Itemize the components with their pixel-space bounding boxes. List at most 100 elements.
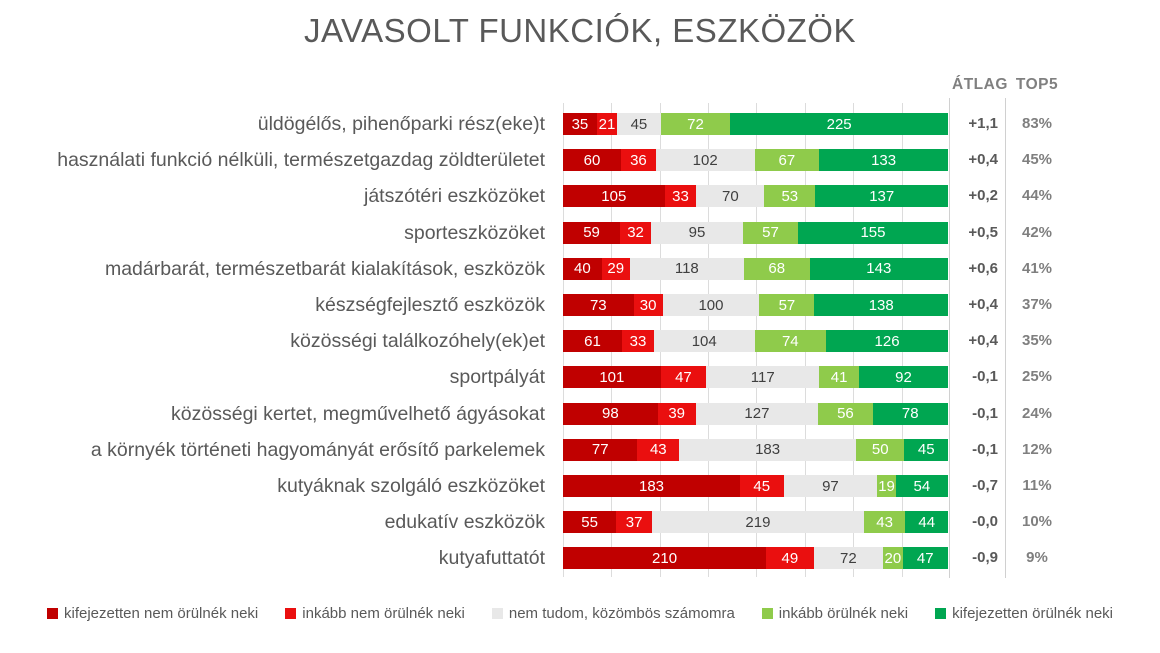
avg-value: -0,1 bbox=[972, 440, 998, 458]
legend-swatch-icon bbox=[46, 608, 58, 619]
bar-segment-strong_no: 59 bbox=[563, 221, 621, 244]
legend-item: kifejezetten nem örülnék neki bbox=[46, 605, 258, 622]
bar-segment-rather_yes: 20 bbox=[883, 547, 903, 570]
category-label: madárbarát, természetbarát kialakítások,… bbox=[104, 257, 545, 280]
legend-item: inkább nem örülnék neki bbox=[285, 605, 465, 622]
category-label: a környék történeti hagyományát erősítő … bbox=[90, 438, 545, 461]
legend-label: inkább örülnék neki bbox=[778, 605, 909, 622]
bar-segment-strong_no: 60 bbox=[563, 149, 622, 172]
table-row: madárbarát, természetbarát kialakítások,… bbox=[0, 251, 1160, 287]
bar-segment-rather_no: 32 bbox=[620, 221, 652, 244]
stacked-bar: 105 33 70 53 137 bbox=[563, 185, 948, 208]
bar-segment-rather_no: 29 bbox=[601, 257, 630, 280]
top5-value: 45% bbox=[1021, 151, 1053, 169]
bar-segment-strong_no: 40 bbox=[563, 257, 602, 280]
legend-label: nem tudom, közömbös számomra bbox=[508, 605, 735, 622]
bar-segment-strong_no: 61 bbox=[563, 330, 622, 353]
legend: kifejezetten nem örülnék neki inkább nem … bbox=[0, 605, 1160, 622]
category-label: készségfejlesztő eszközök bbox=[315, 294, 545, 316]
legend-item: inkább örülnék neki bbox=[761, 605, 909, 622]
bar-segment-strong_yes: 155 bbox=[798, 221, 948, 244]
bar-segment-rather_yes: 41 bbox=[819, 366, 859, 389]
avg-value: -0,9 bbox=[972, 549, 998, 567]
legend-item: nem tudom, közömbös számomra bbox=[491, 605, 735, 622]
bar-segment-strong_yes: 137 bbox=[815, 185, 948, 208]
bar-segment-strong_yes: 44 bbox=[905, 511, 948, 534]
bar-segment-strong_no: 98 bbox=[563, 402, 658, 425]
bar-segment-strong_no: 101 bbox=[563, 366, 661, 389]
top5-value: 44% bbox=[1021, 187, 1053, 205]
stacked-bar: 101 47 117 41 92 bbox=[563, 366, 948, 389]
bar-segment-rather_yes: 53 bbox=[764, 185, 816, 208]
legend-swatch-icon bbox=[761, 608, 773, 619]
bar-segment-rather_yes: 72 bbox=[660, 113, 731, 136]
bar-segment-rather_yes: 57 bbox=[742, 221, 799, 244]
bar-segment-strong_yes: 45 bbox=[904, 438, 948, 461]
table-row: sporteszközöket 59 32 95 57 155 +0,5 42% bbox=[0, 215, 1160, 251]
bar-segment-rather_yes: 43 bbox=[863, 511, 906, 534]
chart-title: JAVASOLT FUNKCIÓK, ESZKÖZÖK bbox=[304, 12, 856, 49]
legend-item: kifejezetten örülnék neki bbox=[935, 605, 1113, 622]
bar-segment-neutral: 95 bbox=[651, 221, 743, 244]
stacked-bar: 73 30 100 57 138 bbox=[563, 294, 948, 317]
category-label: sporteszközöket bbox=[404, 221, 545, 244]
top5-value: 10% bbox=[1021, 513, 1053, 531]
bar-segment-strong_yes: 47 bbox=[902, 547, 948, 570]
bar-segment-neutral: 70 bbox=[696, 185, 765, 208]
bar-segment-strong_yes: 225 bbox=[730, 113, 948, 136]
table-row: használati funkció nélküli, természetgaz… bbox=[0, 142, 1160, 178]
legend-swatch-icon bbox=[491, 608, 503, 619]
bar-segment-neutral: 118 bbox=[629, 257, 744, 280]
category-label: használati funkció nélküli, természetgaz… bbox=[57, 149, 545, 172]
bar-segment-neutral: 72 bbox=[813, 547, 884, 570]
stacked-bar: 183 45 97 19 54 bbox=[563, 475, 948, 498]
category-label: közösségi találkozóhely(ek)et bbox=[290, 330, 545, 353]
bar-segment-neutral: 45 bbox=[617, 113, 661, 136]
bar-segment-rather_yes: 68 bbox=[743, 257, 810, 280]
bar-segment-rather_yes: 67 bbox=[754, 149, 820, 172]
bar-segment-neutral: 102 bbox=[655, 149, 755, 172]
bar-segment-rather_no: 47 bbox=[660, 366, 707, 389]
bar-segment-rather_no: 37 bbox=[616, 511, 652, 534]
stacked-bar: 35 21 45 72 225 bbox=[563, 113, 948, 136]
top5-value: 35% bbox=[1021, 332, 1053, 350]
stacked-bar: 98 39 127 56 78 bbox=[563, 402, 948, 425]
stacked-bar: 60 36 102 67 133 bbox=[563, 149, 948, 172]
avg-value: -0,0 bbox=[972, 513, 998, 531]
category-label: közösségi kertet, megművelhető ágyásokat bbox=[171, 402, 545, 425]
bar-segment-strong_no: 183 bbox=[563, 475, 741, 498]
bar-segment-strong_yes: 126 bbox=[826, 330, 948, 353]
bar-segment-rather_no: 21 bbox=[596, 113, 618, 136]
top5-value: 9% bbox=[1026, 549, 1048, 567]
bar-segment-neutral: 183 bbox=[679, 438, 857, 461]
bar-segment-neutral: 97 bbox=[783, 475, 878, 498]
table-row: játszótéri eszközöket 105 33 70 53 137 +0,2 44% bbox=[0, 178, 1160, 214]
bar-segment-rather_no: 33 bbox=[664, 185, 697, 208]
avg-value: +0,4 bbox=[968, 332, 998, 350]
category-label: sportpályát bbox=[449, 366, 545, 389]
bar-segment-neutral: 219 bbox=[651, 511, 864, 534]
bar-segment-strong_yes: 54 bbox=[895, 475, 948, 498]
table-row: edukatív eszközök 55 37 219 43 44 -0,0 10% bbox=[0, 504, 1160, 540]
top5-value: 37% bbox=[1021, 296, 1053, 313]
legend-label: inkább nem örülnék neki bbox=[302, 605, 465, 622]
top5-value: 24% bbox=[1021, 404, 1053, 422]
bar-segment-rather_yes: 56 bbox=[818, 402, 873, 425]
avg-value: +0,4 bbox=[968, 296, 998, 313]
table-row: készségfejlesztő eszközök 73 30 100 57 138 +0,… bbox=[0, 287, 1160, 323]
stacked-bar: 40 29 118 68 143 bbox=[563, 257, 948, 280]
bar-segment-rather_no: 43 bbox=[637, 438, 680, 461]
avg-value: +0,2 bbox=[968, 187, 998, 205]
category-label: edukatív eszközök bbox=[384, 511, 545, 534]
bar-segment-neutral: 100 bbox=[662, 294, 760, 317]
bar-segment-rather_yes: 57 bbox=[759, 294, 815, 317]
table-row: kutyafuttatót 210 49 72 20 47 -0,9 9% bbox=[0, 540, 1160, 576]
table-row: sportpályát 101 47 117 41 92 -0,1 25% bbox=[0, 359, 1160, 395]
divider-atlag-top5 bbox=[1005, 98, 1006, 578]
bar-segment-rather_no: 45 bbox=[740, 475, 784, 498]
bar-segment-strong_no: 210 bbox=[563, 547, 767, 570]
category-label: üldögélős, pihenőparki rész(eke)t bbox=[257, 113, 545, 135]
top5-value: 11% bbox=[1022, 477, 1052, 494]
category-label: játszótéri eszközöket bbox=[364, 185, 545, 208]
